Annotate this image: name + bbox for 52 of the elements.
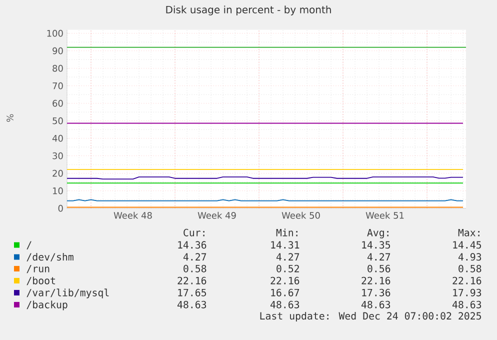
text: 4.27 (183, 253, 206, 260)
x-tick-label: Week 51 (366, 212, 404, 219)
legend-label: /dev/shm (26, 252, 74, 262)
text: 48.63 (361, 300, 390, 308)
text: 14.45 (453, 241, 482, 249)
y-axis-title: % (6, 114, 14, 122)
legend-label: /backup (26, 300, 68, 310)
text: 48.63 (177, 300, 206, 308)
legend-label: /boot (26, 276, 56, 286)
y-tick-label: 70 (52, 82, 63, 90)
text: Avg: (367, 228, 388, 238)
y-tick-label: 20 (52, 170, 63, 177)
text: 0.58 (458, 264, 482, 272)
y-tick-label: 90 (52, 47, 63, 54)
text: 4.27 (367, 253, 390, 260)
text: 0.58 (184, 264, 206, 272)
text: 14.36 (178, 241, 206, 249)
y-tick-label: 100 (47, 30, 63, 37)
text: 0.52 (276, 264, 299, 272)
text: 14.31 (271, 241, 300, 249)
text: Cur: (184, 228, 204, 236)
y-tick-label: 50 (52, 117, 63, 124)
y-tick-label: 30 (52, 152, 63, 160)
legend-label: /run (26, 264, 50, 274)
text: Min: (276, 228, 298, 236)
legend-label: /var/lib/mysql (26, 288, 109, 298)
text: 48.63 (270, 300, 300, 308)
text: 22.16 (178, 276, 206, 284)
text: 16.67 (271, 288, 300, 296)
text: 14.35 (362, 241, 390, 249)
y-tick-label: 0 (58, 204, 63, 212)
text: 0.56 (368, 264, 390, 272)
chart-title: Disk usage in percent - by month (166, 6, 331, 16)
text: 4.27 (276, 253, 300, 260)
x-tick-label: Week 49 (198, 212, 236, 219)
text: 4.93 (458, 253, 482, 261)
text: Last update: Wed Dec 24 07:00:02 2025 (260, 312, 481, 322)
text: 17.65 (178, 288, 206, 296)
text: 17.93 (453, 288, 482, 296)
x-tick-label: Week 50 (282, 212, 320, 219)
x-tick-label: Week 48 (114, 212, 152, 219)
y-tick-label: 60 (52, 100, 63, 107)
y-tick-label: 10 (53, 187, 63, 194)
text: Max: (458, 228, 480, 236)
text: 22.16 (362, 276, 390, 284)
y-tick-label: 80 (52, 64, 63, 72)
text: 17.36 (362, 288, 390, 296)
y-tick-label: 40 (52, 134, 63, 142)
legend-label: / (26, 241, 32, 250)
text: 48.63 (452, 300, 482, 308)
text: 22.16 (270, 276, 300, 284)
text: 22.16 (452, 276, 482, 284)
